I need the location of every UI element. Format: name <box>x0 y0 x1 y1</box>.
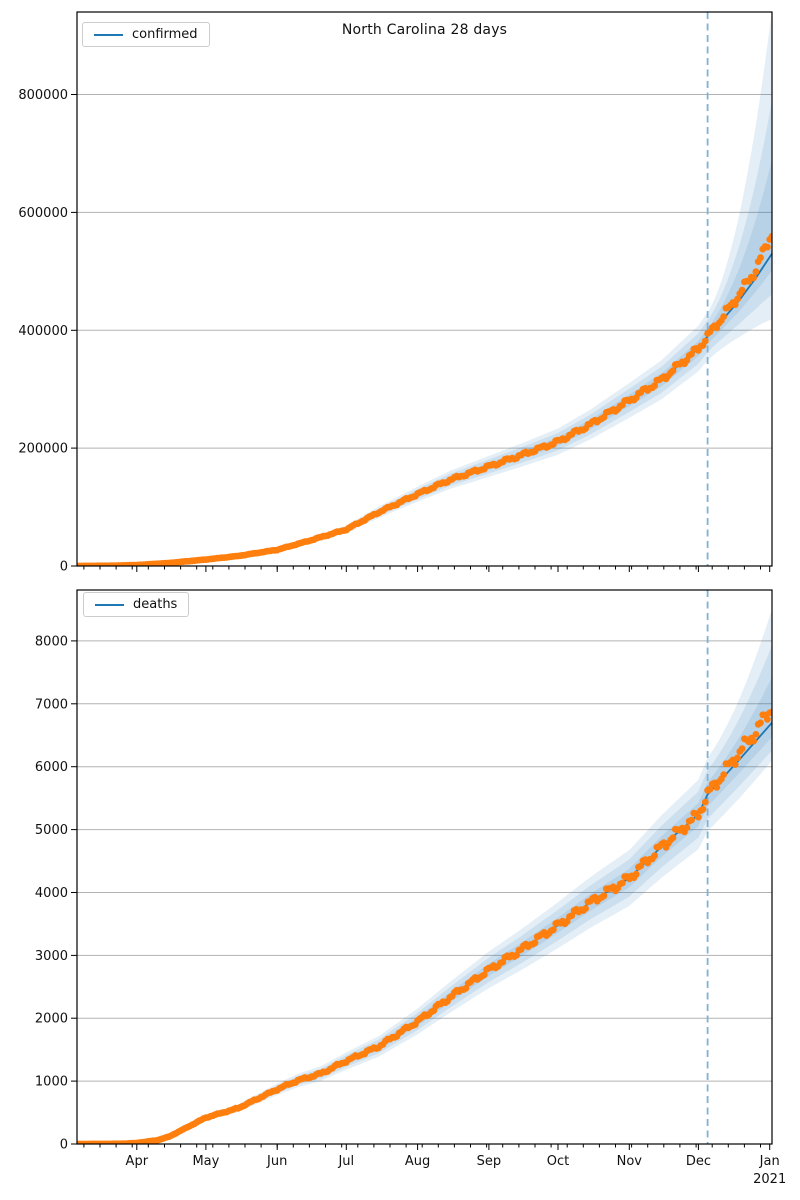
deaths-actual-panel: 0 1000 2000 3000 4000 5000 6000 7000 8000 Apr May J… <box>35 589 786 1187</box>
deaths-actual-dots <box>77 708 772 1144</box>
legend-deaths: deaths <box>83 592 190 617</box>
confirmed-line-sample-icon <box>94 33 123 36</box>
y-tick-label: 7000 <box>35 697 68 712</box>
y-tick-label: 800000 <box>18 88 68 103</box>
confirmed-actual-ticks <box>71 94 771 572</box>
chart-title: North Carolina 28 days <box>341 22 508 38</box>
deaths-actual-spines <box>76 589 773 1145</box>
x-tick-label: Nov <box>617 1154 643 1169</box>
legend-deaths-label: deaths <box>133 597 178 612</box>
x-tick-label: Dec <box>686 1154 711 1169</box>
x-tick-label: Sep <box>477 1154 502 1169</box>
confirmed-actual-dots <box>77 232 772 566</box>
y-tick-label: 0 <box>60 1138 68 1153</box>
y-tick-label: 3000 <box>35 949 68 964</box>
confirmed-actual-gridlines <box>77 94 772 449</box>
y-tick-label: 4000 <box>35 886 68 901</box>
legend-confirmed: confirmed <box>82 22 210 47</box>
x-tick-label: Oct <box>547 1154 569 1169</box>
x-tick-label: Aug <box>405 1154 430 1169</box>
confirmed-actual-panel: 0 200000 400000 600000 800000 <box>18 11 773 575</box>
confirmed-model-line <box>77 253 772 566</box>
y-tick-label: 2000 <box>35 1012 68 1027</box>
x-axis-year-label: 2021 <box>753 1172 786 1187</box>
confirmed-actual-spines <box>76 11 773 567</box>
deaths-line-sample-icon <box>95 603 124 606</box>
y-tick-label: 5000 <box>35 823 68 838</box>
deaths-actual-uncertainty-bands <box>77 608 772 1144</box>
confirmed-actual-uncertainty-bands <box>77 12 772 566</box>
x-tick-label: Jul <box>337 1154 354 1169</box>
deaths-actual-ticks <box>71 640 771 1150</box>
x-tick-label: Jun <box>266 1154 287 1169</box>
y-tick-label: 1000 <box>35 1075 68 1090</box>
x-tick-label: Apr <box>126 1154 149 1169</box>
y-tick-label: 8000 <box>35 634 68 649</box>
x-tick-label: Jan <box>759 1154 780 1169</box>
x-tick-label: May <box>192 1154 219 1169</box>
legend-confirmed-label: confirmed <box>132 27 198 42</box>
y-tick-label: 400000 <box>18 324 68 339</box>
deaths-actual-gridlines <box>77 640 772 1082</box>
y-tick-label: 0 <box>60 560 68 575</box>
y-tick-label: 6000 <box>35 760 68 775</box>
y-tick-label: 200000 <box>18 442 68 457</box>
y-tick-label: 600000 <box>18 206 68 221</box>
